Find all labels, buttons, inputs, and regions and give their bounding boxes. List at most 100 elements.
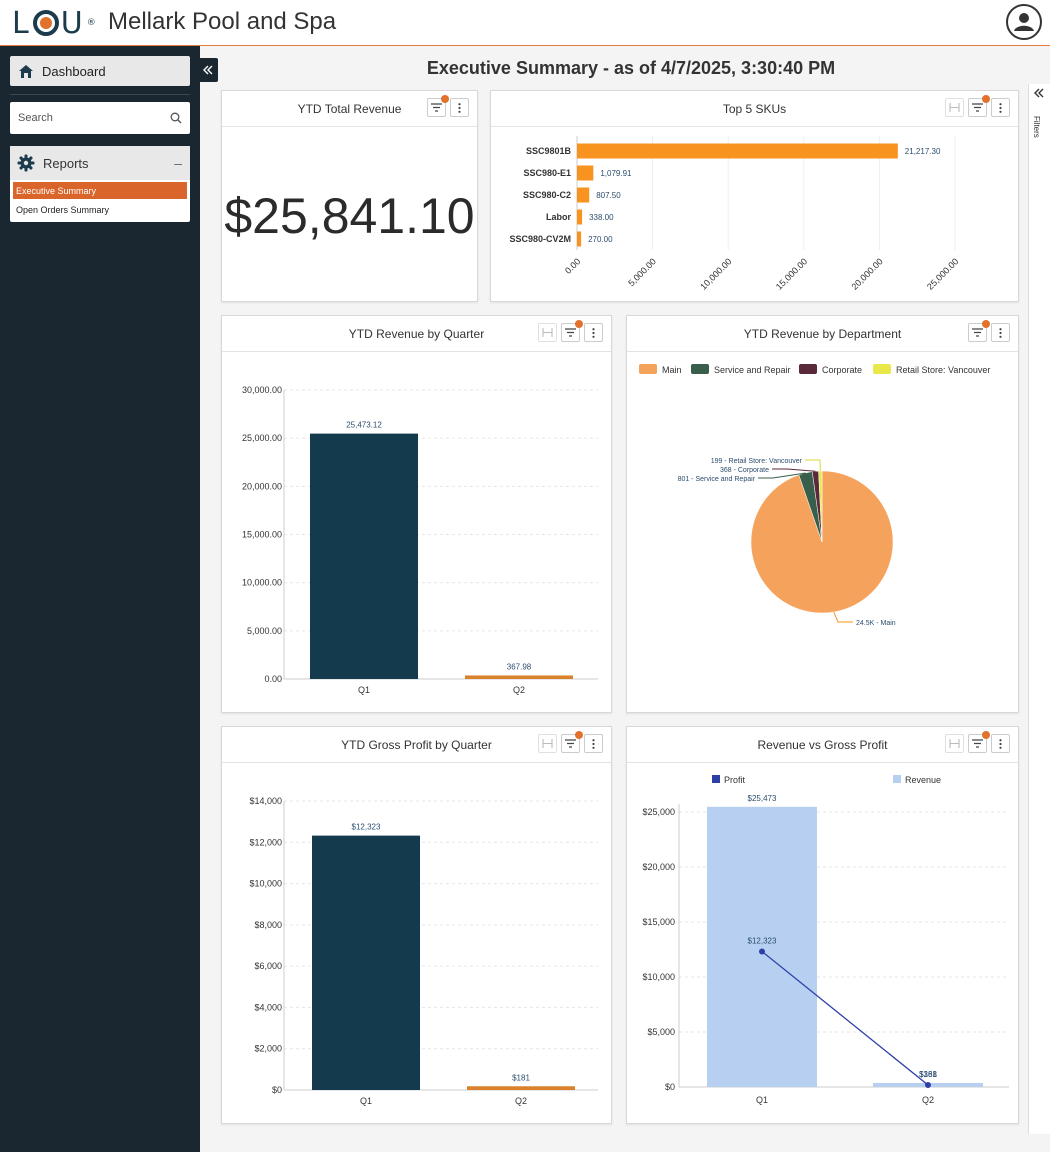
- double-chevron-left-icon[interactable]: [1034, 88, 1044, 98]
- profit-point: [759, 948, 765, 955]
- more-options-button[interactable]: [584, 323, 603, 342]
- resize-button[interactable]: [538, 323, 557, 342]
- x-tick-label: Q1: [358, 685, 370, 695]
- logo-o-icon: [32, 10, 59, 36]
- filter-button[interactable]: [968, 320, 990, 342]
- panel-title: Revenue vs Gross Profit: [757, 738, 888, 752]
- x-tick-label: Q2: [922, 1095, 934, 1105]
- gear-icon: [17, 154, 35, 172]
- x-tick-label: Q1: [756, 1095, 768, 1105]
- filter-active-indicator: [575, 731, 583, 739]
- filter-button[interactable]: [561, 320, 583, 342]
- more-vertical-icon: [592, 327, 595, 338]
- legend-label: Service and Repair: [714, 365, 791, 375]
- filter-active-indicator: [982, 731, 990, 739]
- filter-icon: [972, 739, 983, 748]
- data-label: 367.98: [507, 662, 532, 671]
- revenue-data-label: $368: [919, 1070, 937, 1079]
- filter-active-indicator: [982, 320, 990, 328]
- resize-button[interactable]: [538, 734, 557, 753]
- x-tick-label: 0.00: [563, 256, 582, 275]
- bar: [577, 187, 590, 203]
- y-tick-label: 20,000.00: [242, 481, 282, 491]
- y-tick-label: $2,000: [254, 1044, 282, 1054]
- y-tick-label: $8,000: [254, 920, 282, 930]
- panel-header: YTD Total Revenue: [222, 91, 477, 127]
- panel-header: YTD Revenue by Quarter: [222, 316, 611, 352]
- category-label: SSC9801B: [526, 146, 572, 156]
- filter-button[interactable]: [561, 731, 583, 753]
- panel-title: YTD Total Revenue: [297, 102, 402, 116]
- reports-header[interactable]: Reports –: [10, 146, 190, 180]
- search-icon[interactable]: [170, 112, 182, 124]
- resize-button[interactable]: [945, 734, 964, 753]
- slice-leader-line: [758, 472, 806, 479]
- panel-header: Top 5 SKUs: [491, 91, 1018, 127]
- y-tick-label: $14,000: [249, 796, 282, 806]
- filter-button[interactable]: [427, 95, 449, 117]
- app-logo[interactable]: L U ®: [12, 5, 96, 41]
- bar: [467, 1086, 575, 1090]
- slice-label: 199 - Retail Store: Vancouver: [711, 458, 803, 465]
- y-tick-label: $0: [665, 1082, 675, 1092]
- category-label: SSC980-C2: [523, 190, 571, 200]
- filter-button[interactable]: [968, 731, 990, 753]
- more-options-button[interactable]: [450, 98, 469, 117]
- panel-title: YTD Revenue by Department: [743, 327, 902, 341]
- x-tick-label: Q2: [513, 685, 525, 695]
- resize-button[interactable]: [945, 98, 964, 117]
- filter-icon: [972, 328, 983, 337]
- more-vertical-icon: [999, 102, 1002, 113]
- more-options-button[interactable]: [991, 734, 1010, 753]
- y-tick-label: $10,000: [249, 879, 282, 889]
- data-label: 270.00: [588, 235, 613, 244]
- revenue-by-department-chart: Main Service and Repair Corporate Retail St…: [639, 364, 990, 627]
- profit-data-label: $12,323: [748, 936, 777, 945]
- logo-letter-u: U: [60, 5, 85, 41]
- x-tick-label: Q2: [515, 1096, 527, 1106]
- filters-rail[interactable]: Filters: [1028, 84, 1050, 1134]
- y-tick-label: $25,000: [642, 807, 675, 817]
- filter-active-indicator: [982, 95, 990, 103]
- more-vertical-icon: [592, 738, 595, 749]
- panel-title: Top 5 SKUs: [722, 102, 787, 116]
- user-account-button[interactable]: [1006, 4, 1042, 40]
- more-options-button[interactable]: [584, 734, 603, 753]
- more-options-button[interactable]: [991, 323, 1010, 342]
- sidebar-divider: [10, 94, 190, 95]
- slice-leader-line: [772, 468, 816, 472]
- y-tick-label: 30,000.00: [242, 385, 282, 395]
- report-item-open-orders-summary[interactable]: Open Orders Summary: [16, 204, 110, 215]
- bar: [312, 835, 420, 1090]
- search-input[interactable]: [18, 112, 158, 124]
- panel-revenue-vs-profit: Revenue vs Gross Profit Profit Revenue $0 $…: [626, 726, 1019, 1124]
- panel-header: YTD Revenue by Department: [627, 316, 1018, 352]
- x-tick-label: 10,000.00: [698, 256, 733, 291]
- y-tick-label: 5,000.00: [247, 626, 282, 636]
- category-label: SSC980-CV2M: [509, 234, 571, 244]
- panel-title: YTD Gross Profit by Quarter: [341, 738, 492, 752]
- data-label: $12,323: [352, 823, 381, 832]
- reports-collapse-toggle[interactable]: –: [174, 155, 182, 171]
- home-icon: [18, 64, 34, 79]
- panel-header: Revenue vs Gross Profit: [627, 727, 1018, 763]
- registered-mark: ®: [86, 18, 96, 28]
- filter-button[interactable]: [968, 95, 990, 117]
- slice-leader-line: [833, 611, 853, 623]
- dashboard-button[interactable]: Dashboard: [10, 56, 190, 86]
- double-chevron-left-icon: [203, 65, 213, 75]
- y-tick-label: $0: [272, 1085, 282, 1095]
- report-item-executive-summary[interactable]: Executive Summary: [13, 182, 187, 199]
- more-options-button[interactable]: [991, 98, 1010, 117]
- y-tick-label: $6,000: [254, 961, 282, 971]
- panel-top-skus: Top 5 SKUs 0.00 5,000.00 10,000.00 15,000.0…: [490, 90, 1019, 302]
- y-tick-label: 0.00: [264, 674, 282, 684]
- legend-swatch: [639, 364, 657, 374]
- y-tick-label: $5,000: [647, 1027, 675, 1037]
- y-tick-label: $10,000: [642, 972, 675, 982]
- bar: [577, 209, 583, 225]
- panel-title: YTD Revenue by Quarter: [348, 327, 485, 341]
- profit-point: [925, 1082, 931, 1089]
- x-tick-label: Q1: [360, 1096, 372, 1106]
- sidebar-collapse-button[interactable]: [198, 58, 218, 82]
